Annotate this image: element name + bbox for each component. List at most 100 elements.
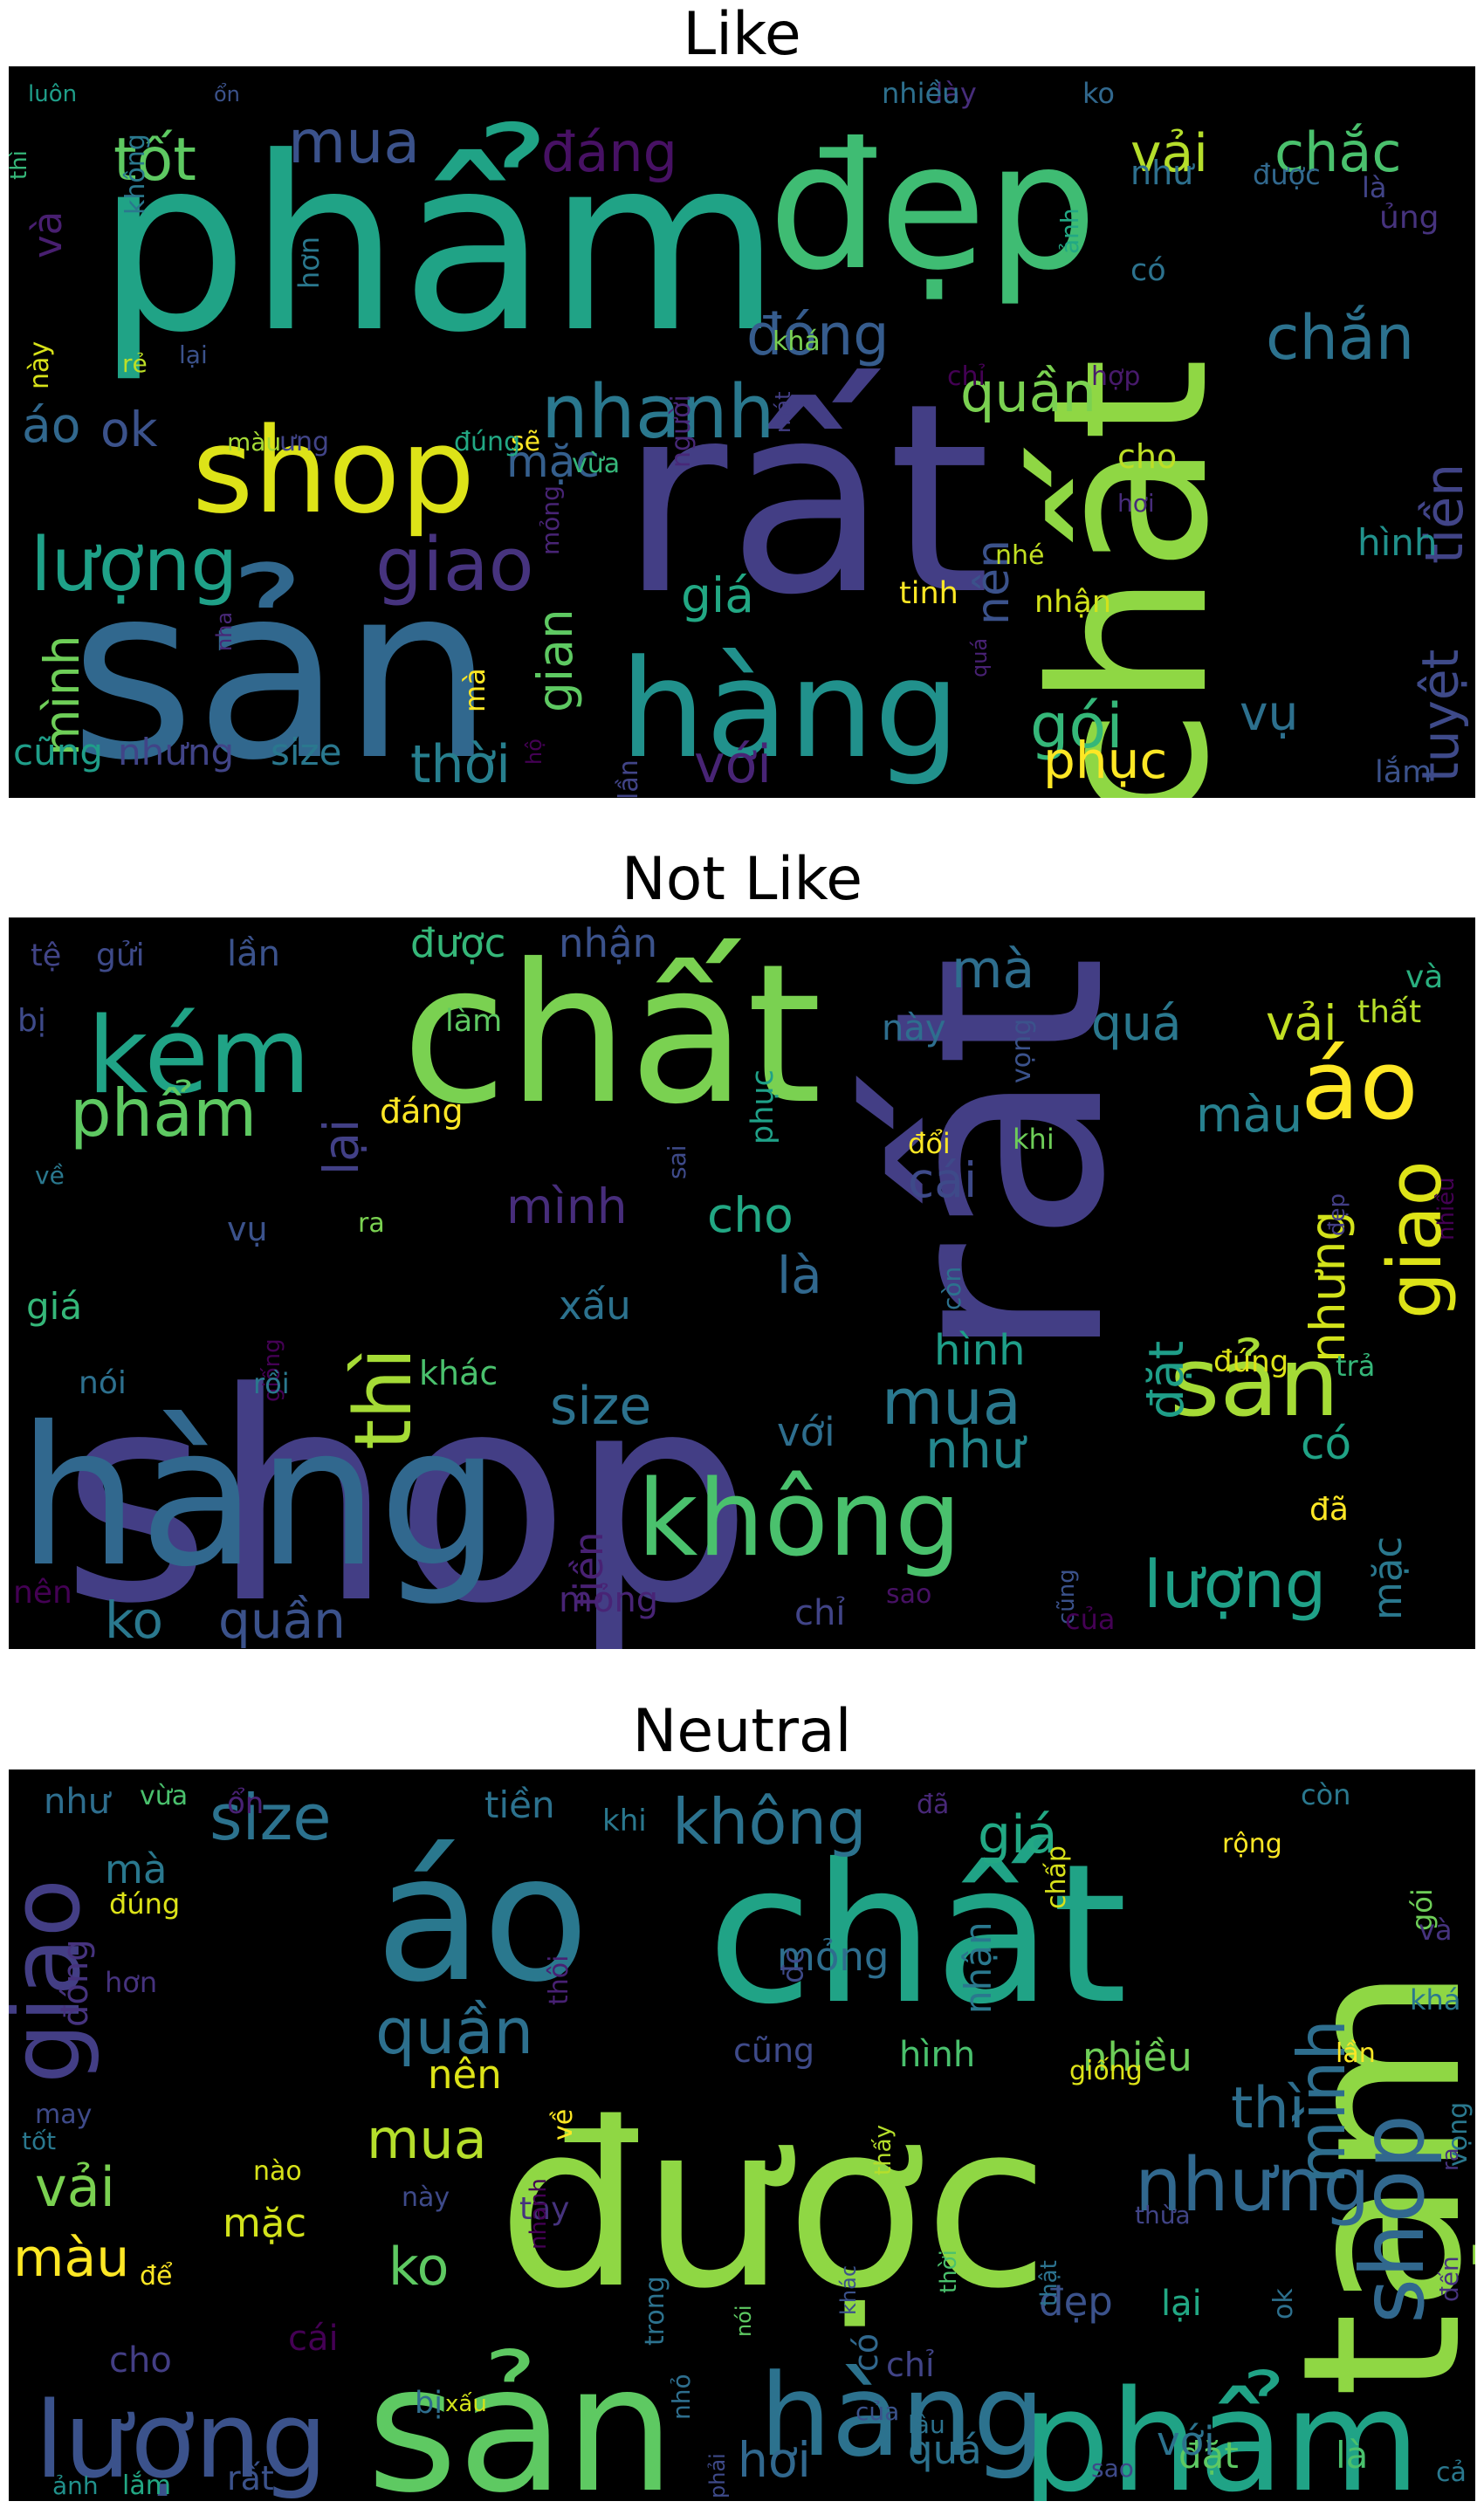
cloud-word: sản [70,533,494,798]
cloud-word: nhận [957,1921,1000,2014]
cloud-word: ủng [1379,200,1439,236]
cloud-word: được [1253,158,1321,191]
cloud-word: nhận [1034,585,1111,620]
cloud-word: nhiều [1433,1177,1460,1240]
cloud-word: tiền [1414,464,1475,564]
cloud-word: đẹp [768,106,1097,309]
cloud-word: chỉ [794,1593,845,1633]
cloud-word: rất [833,955,1168,1363]
cloud-word: bị [415,2386,443,2421]
cloud-word: lần [614,759,644,798]
cloud-word: còn [938,1267,966,1310]
cloud-word: chất [707,1823,1127,2046]
cloud-word: mà [458,668,491,712]
cloud-word: người [666,395,697,468]
cloud-word: ko [1082,77,1115,110]
cloud-word: hộ [522,739,546,765]
cloud-word: size [550,1376,651,1437]
cloud-word: phẩm [96,106,781,385]
cloud-word: nên [13,1575,72,1611]
cloud-word: đáng [380,1092,464,1130]
cloud-word: vừa [140,1781,188,1811]
cloud-word: lần [1336,2038,1376,2069]
cloud-word: khi [602,1804,647,1838]
cloud-word: gói [1405,1888,1439,1931]
cloud-word: này [402,2182,450,2213]
cloud-word: phẩm [70,1075,257,1151]
cloud-word: cho [1117,437,1177,476]
cloud-word: này [24,341,55,389]
cloud-word: được [410,920,505,966]
cloud-word: đóng [56,1939,96,2027]
cloud-word: với [1157,2418,1215,2464]
cloud-word: nhưng [1135,2142,1370,2229]
cloud-word: đúng [454,427,520,457]
cloud-word: chất [402,923,821,1146]
cloud-word: rộng [1222,1829,1282,1859]
cloud-word: nói [732,2305,756,2337]
cloud-word: khá [773,326,821,357]
cloud-word: và [24,211,71,258]
cloud-word: lần [227,934,280,974]
cloud-word: mặc [506,436,600,487]
cloud-word: nhiều [1082,2034,1192,2080]
cloud-word: đến [1435,2256,1464,2302]
cloud-word: là [1362,171,1387,204]
cloud-word: cho [707,1187,794,1243]
cloud-word: áo [375,1818,589,2021]
cloud-word: luôn [28,81,77,107]
cloud-word: lượng [1144,1546,1326,1623]
cloud-word: thôi [544,1955,574,2005]
neutral-title: Neutral [632,1697,852,1766]
cloud-word: nha [212,612,237,651]
cloud-word: lâu [908,2410,945,2439]
cloud-word: bị [17,1003,46,1039]
cloud-word: tay [519,2191,569,2227]
cloud-word: là [777,1246,822,1305]
cloud-word: thấy [870,2125,897,2175]
cloud-word: hình [934,1326,1026,1375]
cloud-word: cũng [13,731,103,773]
cloud-word: màu [227,428,281,457]
cloud-word: sẽ [511,427,540,457]
cloud-word: đẹp [1039,2278,1113,2325]
cloud-word: ra [358,1208,385,1239]
cloud-word: tiền [484,1783,555,1826]
cloud-word: không [120,134,151,215]
cloud-word: vụ [1240,685,1298,741]
cloud-word: lượng [35,2381,327,2501]
cloud-word: giá [26,1285,82,1328]
cloud-word: như [925,1419,1027,1481]
cloud-word: vải [1130,123,1208,184]
cloud-word: mình [34,635,90,756]
cloud-word: mỏng [536,485,565,555]
cloud-word: hơi [738,2432,811,2488]
cloud-word: hàng [17,1385,500,1609]
cloud-word: vải [1266,995,1337,1051]
cloud-word: may [35,2099,92,2130]
cloud-word: mỏng [559,1580,658,1620]
cloud-word: cũng [1054,1569,1080,1625]
cloud-word: áo [1301,1029,1419,1141]
cloud-word: chất [1007,358,1255,798]
cloud-word: mà [105,1846,167,1893]
cloud-word: đặt [1138,1341,1194,1419]
cloud-word: phải [705,2453,730,2498]
cloud-word: hơi [1117,489,1155,518]
cloud-word: vải [35,2155,115,2219]
cloud-word: cái [908,1152,977,1208]
cloud-word: rẻ [122,349,148,378]
cloud-word: đã [1309,1492,1349,1528]
cloud-word: lại [179,340,208,369]
cloud-word: vọng [1443,2102,1474,2167]
not-like-wordcloud-svg: shoprấtchấthàngkémkhôngáosảnthìgiaophẩml… [13,920,1460,1649]
cloud-word: ổn [214,82,240,107]
cloud-word: về [35,1161,65,1190]
cloud-word: mình [1283,2019,1360,2184]
cloud-word: phục [745,1069,780,1144]
cloud-word: dày [925,77,977,110]
cloud-word: nhanh [541,369,775,456]
cloud-word: nhé [995,540,1044,571]
cloud-word: thật [1036,2260,1062,2306]
